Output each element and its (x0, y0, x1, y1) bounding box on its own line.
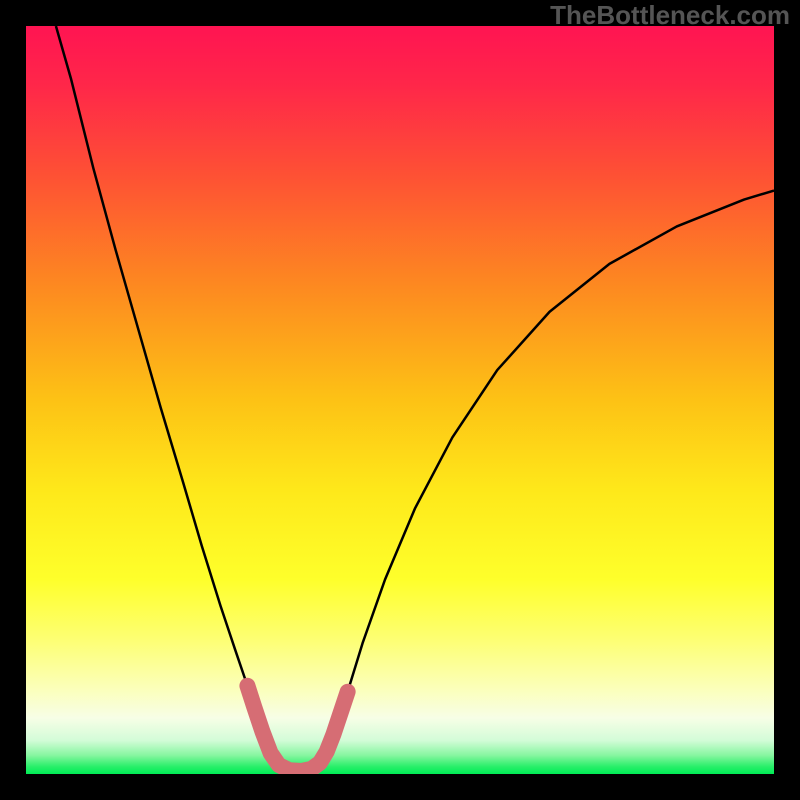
outer-frame (26, 26, 774, 774)
gradient-background (26, 26, 774, 774)
watermark-text: TheBottleneck.com (550, 0, 790, 31)
plot-area (26, 26, 774, 774)
plot-svg (26, 26, 774, 774)
